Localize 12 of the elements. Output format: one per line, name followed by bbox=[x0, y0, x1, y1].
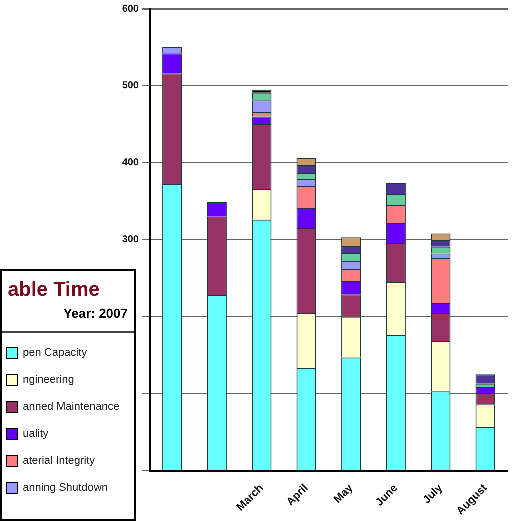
y-tick-label: 600 bbox=[122, 4, 140, 15]
legend-label: ngineering bbox=[23, 374, 74, 386]
legend-label: aterial Integrity bbox=[23, 454, 96, 466]
legend-label: anning Shutdown bbox=[23, 482, 108, 494]
y-tick-label: 300 bbox=[122, 234, 140, 246]
text: Year: 2007 bbox=[62, 306, 128, 321]
legend-title: able Time bbox=[8, 279, 101, 302]
y-tick-label: 400 bbox=[122, 158, 140, 169]
legend-label: pen Capacity bbox=[23, 346, 88, 358]
y-tick-label: 500 bbox=[122, 80, 140, 92]
legend-label: uality bbox=[23, 428, 49, 440]
legend-label: anned Maintenance bbox=[23, 400, 120, 412]
